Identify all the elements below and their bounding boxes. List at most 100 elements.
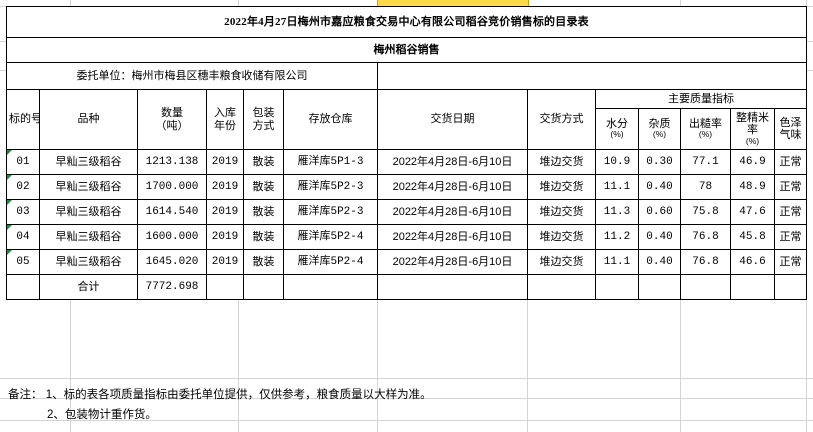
total-empty-cell	[638, 274, 681, 300]
cell-packing: 散装	[243, 224, 284, 250]
cell-lot-no: 05	[6, 249, 40, 275]
cell-variety: 早籼三级稻谷	[39, 149, 138, 175]
cell-brown-rice-rate: 78	[680, 174, 731, 200]
cell-impurity: 0.40	[638, 249, 681, 275]
col-header-moisture-unit: (%)	[610, 129, 624, 140]
page-subtitle: 梅州稻谷销售	[5, 37, 808, 63]
grid-line-horizontal	[0, 420, 813, 421]
cell-delivery-date: 2022年4月28日-6月10日	[377, 199, 528, 225]
cell-moisture: 11.2	[595, 224, 639, 250]
cell-impurity: 0.40	[638, 224, 681, 250]
cell-quantity: 1600.000	[137, 224, 207, 250]
cell-warehouse: 雁洋库5P1-3	[283, 149, 378, 175]
cell-variety: 早籼三级稻谷	[39, 174, 138, 200]
col-header-quality-group-text: 主要质量指标	[668, 92, 734, 105]
cell-variety: 早籼三级稻谷	[39, 224, 138, 250]
col-header-quantity-line2: （吨）	[155, 119, 189, 132]
total-empty-cell	[377, 274, 528, 300]
table-row: 01 早籼三级稻谷 1213.138 2019 散装 雁洋库5P1-3 2022…	[6, 149, 808, 175]
col-header-delivery-method: 交货方式	[527, 89, 596, 150]
cell-packing: 散装	[243, 149, 284, 175]
cell-packing: 散装	[243, 249, 284, 275]
cell-color-odor: 正常	[773, 224, 808, 250]
cell-brown-rice-rate: 75.8	[680, 199, 731, 225]
cell-head-rice-rate: 46.6	[730, 249, 775, 275]
cell-brown-rice-rate: 77.1	[680, 149, 731, 175]
cell-delivery-method: 堆边交货	[527, 149, 596, 175]
cell-color-odor: 正常	[773, 199, 808, 225]
cell-lot-no: 01	[6, 149, 40, 175]
col-header-color-odor-line1: 色泽	[779, 116, 802, 129]
col-header-packing-line2: 方式	[252, 119, 275, 132]
cell-brown-rice-rate: 76.8	[680, 224, 731, 250]
cell-lot-no: 03	[6, 199, 40, 225]
col-header-storage-year-line2: 年份	[214, 119, 236, 132]
header-row-group: 标的号 品种 数量 （吨） 入库 年份 包装 方式 存放仓库 交货日期 交货方式…	[6, 89, 808, 150]
cell-variety: 早籼三级稻谷	[39, 199, 138, 225]
cell-impurity: 0.30	[638, 149, 681, 175]
col-header-color-odor-line2: 气味	[779, 129, 802, 141]
col-header-head-rice-rate-line2: 率	[747, 124, 758, 137]
entrust-unit-label: 委托单位：梅州市梅县区穗丰粮食收储有限公司	[6, 62, 378, 90]
col-header-lot-no: 标的号	[6, 89, 40, 150]
cell-storage-year: 2019	[206, 224, 244, 250]
col-header-variety: 品种	[39, 89, 138, 150]
col-header-brown-rice-rate-unit: (%)	[698, 129, 713, 140]
remark-line-2: 2、包装物计重作货。	[47, 409, 157, 421]
cell-impurity: 0.60	[638, 199, 681, 225]
table-row: 02 早籼三级稻谷 1700.000 2019 散装 雁洋库5P2-3 2022…	[6, 174, 808, 200]
total-empty-cell	[283, 274, 378, 300]
cell-warehouse: 雁洋库5P2-4	[283, 224, 378, 250]
total-empty-cell	[595, 274, 639, 300]
col-header-delivery-method-text: 交货方式	[539, 113, 584, 126]
total-quantity: 7772.698	[137, 274, 207, 300]
cell-color-odor: 正常	[773, 174, 808, 200]
lot-catalog-table: 2022年4月27日梅州市嘉应粮食交易中心有限公司稻谷竞价销售标的目录表 梅州稻…	[5, 6, 808, 300]
col-header-quality-group: 主要质量指标	[594, 89, 808, 109]
cell-delivery-method: 堆边交货	[527, 174, 596, 200]
total-label: 合计	[39, 274, 138, 300]
col-header-head-rice-rate-unit: (%)	[745, 135, 760, 146]
col-header-impurity-unit: (%)	[652, 129, 667, 140]
table-row: 04 早籼三级稻谷 1600.000 2019 散装 雁洋库5P2-4 2022…	[6, 224, 808, 250]
entrust-blank-cell	[376, 62, 808, 90]
col-header-impurity: 杂质 (%)	[638, 108, 681, 150]
col-header-head-rice-rate-line1: 整精米	[736, 111, 769, 124]
col-header-moisture: 水分 (%)	[595, 108, 639, 150]
cell-delivery-date: 2022年4月28日-6月10日	[377, 149, 528, 175]
cell-head-rice-rate: 47.6	[730, 199, 775, 225]
cell-storage-year: 2019	[206, 149, 244, 175]
total-empty-cell	[773, 274, 808, 300]
grid-line-horizontal	[0, 398, 813, 399]
col-header-brown-rice-rate: 出糙率 (%)	[680, 108, 731, 150]
total-empty-cell	[206, 274, 244, 300]
cell-lot-no: 04	[6, 224, 40, 250]
col-header-moisture-text: 水分	[606, 118, 628, 131]
cell-variety: 早籼三级稻谷	[39, 249, 138, 275]
col-header-delivery-date-text: 交货日期	[430, 113, 475, 126]
cell-packing: 散装	[243, 199, 284, 225]
page-title: 2022年4月27日梅州市嘉应粮食交易中心有限公司稻谷竞价销售标的目录表	[5, 6, 808, 38]
cell-impurity: 0.40	[638, 174, 681, 200]
cell-moisture: 11.1	[595, 249, 639, 275]
cell-lot-no: 02	[6, 174, 40, 200]
total-empty-cell	[527, 274, 596, 300]
subtitle-row: 梅州稻谷销售	[5, 37, 808, 63]
cell-head-rice-rate: 45.8	[730, 224, 775, 250]
cell-storage-year: 2019	[206, 199, 244, 225]
col-header-variety-text: 品种	[77, 113, 100, 126]
cell-storage-year: 2019	[206, 249, 244, 275]
total-empty-cell	[680, 274, 731, 300]
total-empty-cell	[6, 274, 40, 300]
cell-storage-year: 2019	[206, 174, 244, 200]
col-header-storage-year: 入库 年份	[206, 89, 244, 150]
col-header-delivery-date: 交货日期	[377, 89, 528, 150]
total-row: 合计 7772.698	[6, 274, 808, 300]
col-header-warehouse-text: 存放仓库	[308, 113, 353, 126]
col-header-brown-rice-rate-text: 出糙率	[689, 118, 722, 131]
cell-color-odor: 正常	[773, 149, 808, 175]
header-row-sub: 水分 (%) 杂质 (%) 出糙率 (%) 整精米 率 (%) 色泽 气味	[7, 108, 808, 150]
cell-delivery-date: 2022年4月28日-6月10日	[377, 174, 528, 200]
col-header-lot-no-text: 标的号	[9, 113, 40, 126]
cell-delivery-method: 堆边交货	[527, 199, 596, 225]
